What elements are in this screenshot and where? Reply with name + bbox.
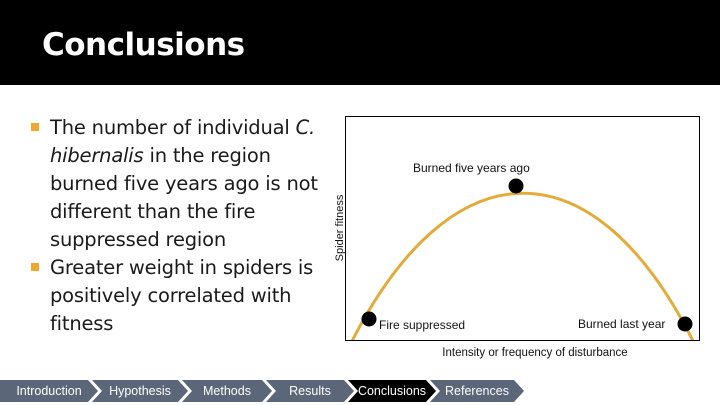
bullet-square-icon <box>31 263 39 271</box>
nav-references[interactable]: References <box>430 380 524 402</box>
nav-conclusions[interactable]: Conclusions <box>348 380 436 402</box>
species-name: C. hibernalis <box>50 116 316 167</box>
point-burned-five-years-ago <box>508 178 524 194</box>
chart-frame: Fire suppressed Burned five years ago Bu… <box>345 116 700 341</box>
fitness-curve-chart: Fire suppressed Burned five years ago Bu… <box>350 161 695 340</box>
point-burned-last-year <box>677 316 693 332</box>
label-burned-five-years-ago: Burned five years ago <box>413 161 530 175</box>
bullet-item: The number of individual C. hibernalis i… <box>30 114 320 254</box>
y-axis-label: Spider fitness <box>334 194 346 262</box>
bullet-text-continued: in the region burned five years ago is n… <box>50 144 318 251</box>
bullet-item: Greater weight in spiders is positively … <box>30 254 320 338</box>
slide-title: Conclusions <box>42 27 245 63</box>
bullet-list: The number of individual C. hibernalis i… <box>30 114 320 338</box>
nav-hypothesis[interactable]: Hypothesis <box>92 380 188 402</box>
section-nav: Introduction Hypothesis Methods Results … <box>0 380 720 402</box>
nav-methods[interactable]: Methods <box>182 380 272 402</box>
bullet-text: Greater weight in spiders is positively … <box>50 256 314 335</box>
x-axis-label: Intensity or frequency of disturbance <box>442 347 628 359</box>
label-burned-last-year: Burned last year <box>578 317 665 331</box>
label-fire-suppressed: Fire suppressed <box>379 318 465 332</box>
nav-introduction[interactable]: Introduction <box>0 380 98 402</box>
bullet-square-icon <box>31 123 39 131</box>
title-bar: Conclusions <box>0 0 720 85</box>
fitness-curve <box>350 191 695 340</box>
bullet-text: The number of individual <box>50 116 296 139</box>
point-fire-suppressed <box>361 311 377 327</box>
nav-results[interactable]: Results <box>266 380 354 402</box>
